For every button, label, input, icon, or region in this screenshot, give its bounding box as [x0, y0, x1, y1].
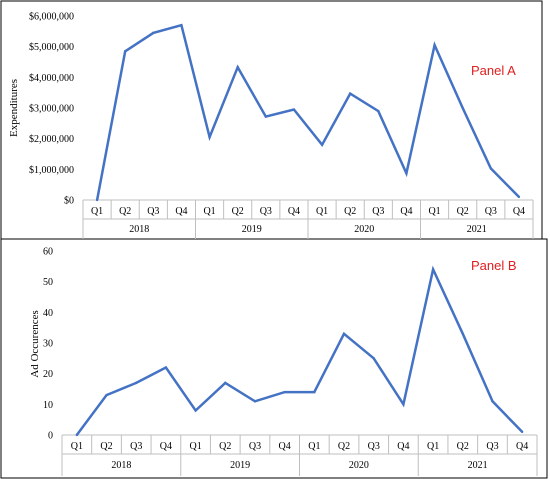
- panel-a-x-tick-label: Q4: [288, 206, 300, 217]
- panel-a-data-point: [152, 31, 155, 35]
- panel-a-year-label: 2018: [129, 224, 149, 235]
- panel-b-data-point: [75, 433, 79, 437]
- panel-a-data-point: [377, 109, 380, 113]
- panel-b-data-point: [135, 381, 138, 385]
- panel-a-x-tick-label: Q3: [372, 206, 384, 217]
- panel-a-data-point: [517, 195, 521, 199]
- panel-b-data-point: [461, 332, 464, 335]
- panel-b-data-point: [105, 393, 108, 397]
- panel-b-y-tick-label: 60: [43, 247, 53, 258]
- panel-a-label: Panel A: [471, 63, 516, 78]
- panel-a-data-point: [320, 143, 324, 146]
- panel-b-data-point: [491, 400, 494, 403]
- panel-a-data-point: [95, 198, 99, 202]
- panel-b-y-tick-label: 0: [48, 431, 53, 442]
- panel-a-data-point: [348, 92, 352, 95]
- panel-b-data-point: [372, 357, 375, 360]
- panel-a-series-line: [95, 23, 520, 201]
- panel-b-x-tick-label: Q1: [71, 441, 83, 452]
- panel-b-data-point: [313, 390, 316, 394]
- panel-b-year-label: 2018: [111, 460, 131, 471]
- panel-b-x-tick-label: Q3: [249, 441, 261, 452]
- panel-b-data-point: [402, 403, 405, 406]
- panel-b-data-point: [520, 430, 524, 434]
- panel-a-data-point: [489, 167, 493, 170]
- panel-a-x-tick-label: Q3: [485, 206, 497, 217]
- panel-a-x-tick-label: Q1: [203, 206, 215, 217]
- panel-a-x-tick-label: Q4: [175, 206, 187, 217]
- panel-a-y-tick-label: $5,000,000: [29, 42, 74, 53]
- panel-a-data-point: [123, 50, 127, 53]
- panel-a-y-tick-label: $0: [64, 196, 74, 207]
- panel-a-x-tick-label: Q3: [147, 206, 159, 217]
- panel-a-data-point: [405, 172, 408, 175]
- panel-a-y-tick-label: $6,000,000: [29, 12, 74, 23]
- panel-a-x-tick-label: Q2: [232, 206, 244, 217]
- panel-a-year-label: 2021: [467, 224, 487, 235]
- panel-b-x-tick-label: Q4: [279, 441, 291, 452]
- panel-a-x-tick-label: Q2: [344, 206, 356, 217]
- panel-b-data-point: [164, 366, 168, 369]
- panel-b-data-point: [224, 381, 227, 385]
- panel-a-data-point: [180, 24, 183, 27]
- panel-a: Panel A Expenditures $0 $1,000,000 $2,000,…: [8, 12, 534, 239]
- panel-a-year-label: 2020: [354, 224, 374, 235]
- panel-a-x-tick-label: Q4: [513, 206, 525, 217]
- panel-b-data-point: [431, 268, 435, 271]
- panel-b-x-tick-label: Q3: [486, 441, 498, 452]
- panel-a-x-tick-label: Q4: [400, 206, 412, 217]
- panel-b-series-line: [75, 265, 524, 436]
- panel-b-x-tick-label: Q1: [308, 441, 320, 452]
- panel-b-frame: [0, 238, 548, 479]
- panel-a-x-tick-label: Q2: [119, 206, 131, 217]
- panel-a-x-tick-label: Q2: [457, 206, 469, 217]
- panel-a-data-point: [236, 66, 239, 69]
- panel-b-y-tick-label: 50: [43, 277, 53, 288]
- panel-b-data-point: [194, 409, 197, 412]
- panel-a-x-tick-label: Q1: [316, 206, 328, 217]
- panel-b-x-tick-label: Q4: [397, 441, 409, 452]
- panel-b-x-tick-label: Q2: [338, 441, 350, 452]
- panel-a-data-point: [461, 106, 464, 110]
- panel-b-data-point: [342, 332, 346, 335]
- panel-b-x-tick-label: Q3: [368, 441, 380, 452]
- panel-b-data-point: [283, 390, 286, 394]
- panel-b: Panel B Ad Occurences 0 10 20 30 40 50 60 Q1 Q2 Q…: [29, 247, 538, 476]
- panel-a-x-tick-label: Q1: [428, 206, 440, 217]
- panel-a-y-tick-label: $4,000,000: [29, 73, 74, 84]
- panel-a-x-tick-label: Q1: [91, 206, 103, 217]
- panel-b-x-tick-label: Q2: [457, 441, 469, 452]
- panel-a-frame: [0, 0, 543, 240]
- panel-a-year-label: 2019: [242, 224, 262, 235]
- panel-b-x-tick-label: Q3: [130, 441, 142, 452]
- panel-b-x-tick-label: Q1: [189, 441, 201, 452]
- panel-b-x-tick-label: Q4: [160, 441, 172, 452]
- panel-b-y-tick-label: 20: [43, 369, 53, 380]
- panel-b-year-label: 2020: [349, 460, 369, 471]
- panel-a-y-axis-title: Expenditures: [8, 79, 20, 137]
- panel-b-data-point: [253, 400, 257, 403]
- panel-a-data-point: [208, 135, 211, 139]
- panel-b-y-tick-label: 10: [43, 400, 53, 411]
- panel-a-y-tick-label: $1,000,000: [29, 165, 74, 176]
- panel-b-x-tick-label: Q1: [427, 441, 439, 452]
- panel-b-year-label: 2019: [230, 460, 250, 471]
- panel-a-x-tick-label: Q3: [260, 206, 272, 217]
- panel-a-y-tick-label: $2,000,000: [29, 134, 74, 145]
- panel-b-y-axis-title: Ad Occurences: [29, 310, 41, 378]
- panel-a-data-point: [292, 108, 296, 111]
- panel-a-y-tick-label: $3,000,000: [29, 104, 74, 115]
- panel-b-x-tick-label: Q2: [219, 441, 231, 452]
- panel-b-y-tick-label: 40: [43, 308, 53, 319]
- panel-b-year-label: 2021: [468, 460, 488, 471]
- panel-b-x-tick-label: Q2: [100, 441, 112, 452]
- panel-a-data-point: [264, 115, 268, 118]
- panel-b-y-tick-label: 30: [43, 339, 53, 350]
- panel-b-x-tick-label: Q4: [516, 441, 528, 452]
- panel-a-data-point: [433, 43, 436, 47]
- panel-b-label: Panel B: [471, 258, 517, 273]
